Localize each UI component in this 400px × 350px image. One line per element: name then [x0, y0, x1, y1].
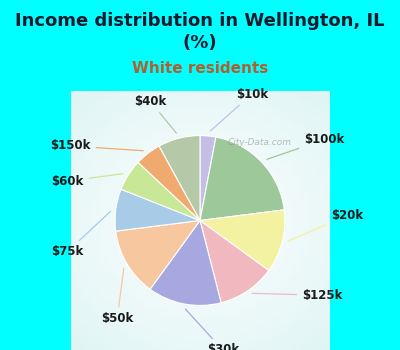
Wedge shape: [115, 189, 200, 231]
Wedge shape: [200, 220, 269, 303]
Wedge shape: [121, 162, 200, 220]
Text: Income distribution in Wellington, IL
(%): Income distribution in Wellington, IL (%…: [15, 12, 385, 52]
Text: $150k: $150k: [50, 139, 143, 152]
Text: $10k: $10k: [210, 88, 268, 131]
Text: $30k: $30k: [185, 309, 239, 350]
Text: $75k: $75k: [51, 211, 110, 258]
Wedge shape: [159, 135, 200, 220]
Text: White residents: White residents: [132, 61, 268, 76]
Text: $40k: $40k: [134, 95, 176, 133]
Text: $125k: $125k: [252, 289, 342, 302]
Text: City-Data.com: City-Data.com: [228, 138, 292, 147]
Wedge shape: [200, 210, 285, 271]
Text: $50k: $50k: [101, 268, 133, 326]
Text: $100k: $100k: [267, 133, 344, 159]
Wedge shape: [200, 135, 216, 220]
Text: $60k: $60k: [51, 174, 123, 188]
Wedge shape: [150, 220, 221, 306]
Text: $20k: $20k: [288, 209, 363, 241]
Wedge shape: [116, 220, 200, 289]
Wedge shape: [200, 137, 284, 220]
Wedge shape: [138, 146, 200, 220]
